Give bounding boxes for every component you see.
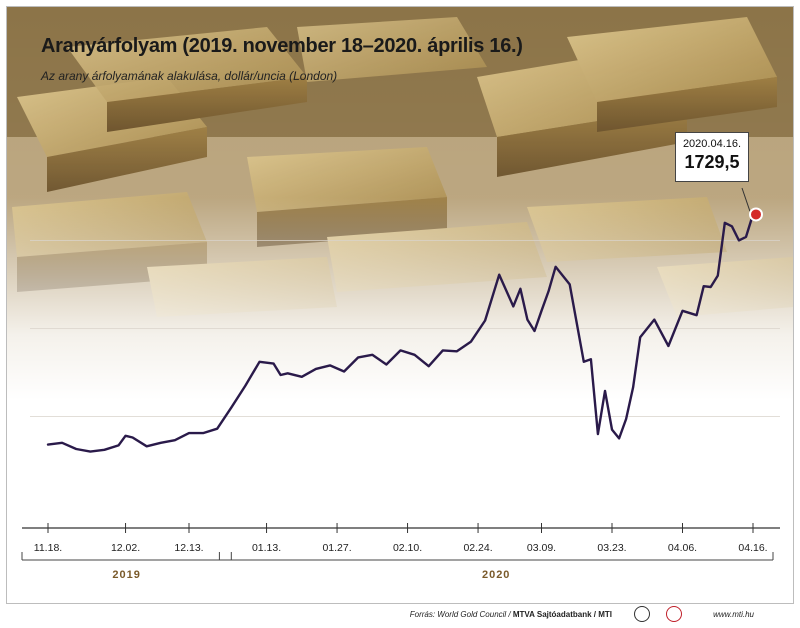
x-tick-label: 02.10. xyxy=(393,542,422,554)
x-tick-label: 02.24. xyxy=(463,542,492,554)
period-label: 2019 xyxy=(112,569,140,581)
mti-logo-icon xyxy=(666,606,682,622)
callout-value: 1729,5 xyxy=(684,152,740,172)
callout-date: 2020.04.16. xyxy=(682,138,742,150)
site-url: www.mti.hu xyxy=(713,610,754,619)
source-prefix: Forrás: World Gold Council / xyxy=(409,610,513,619)
mtva-logo-icon xyxy=(634,606,650,622)
x-tick-label: 01.27. xyxy=(322,542,351,554)
x-tick-label: 12.13. xyxy=(174,542,203,554)
callout-pointer xyxy=(741,187,751,212)
x-tick-label: 11.18. xyxy=(34,542,62,554)
last-point-marker xyxy=(749,207,763,222)
gold-bars-backdrop-image xyxy=(7,7,793,603)
source-bold: MTVA Sajtóadatbank / MTI xyxy=(512,610,612,619)
x-tick-label: 03.09. xyxy=(527,542,556,554)
source-credit: Forrás: World Gold Council / MTVA Sajtóa… xyxy=(410,610,612,619)
period-label: 2020 xyxy=(482,569,510,581)
x-tick-label: 04.06. xyxy=(668,542,697,554)
footer: Forrás: World Gold Council / MTVA Sajtóa… xyxy=(0,604,800,628)
x-tick-label: 01.13. xyxy=(252,542,281,554)
x-tick-label: 12.02. xyxy=(111,542,140,554)
price-series-line xyxy=(46,213,755,453)
last-value-callout: 2020.04.16. 1729,5 xyxy=(675,132,749,182)
x-tick-label: 04.16. xyxy=(738,542,767,554)
chart-subtitle: Az arany árfolyamának alakulása, dollár/… xyxy=(41,69,338,83)
gold-price-line-chart: 11.18. 12.02. 12.13. 01.13. 01.27. 02.10. 02.2… xyxy=(21,187,780,581)
chart-frame: Aranyárfolyam (2019. november 18–2020. á… xyxy=(6,6,794,604)
chart-title: Aranyárfolyam (2019. november 18–2020. á… xyxy=(41,35,523,57)
x-tick-label: 03.23. xyxy=(597,542,626,554)
